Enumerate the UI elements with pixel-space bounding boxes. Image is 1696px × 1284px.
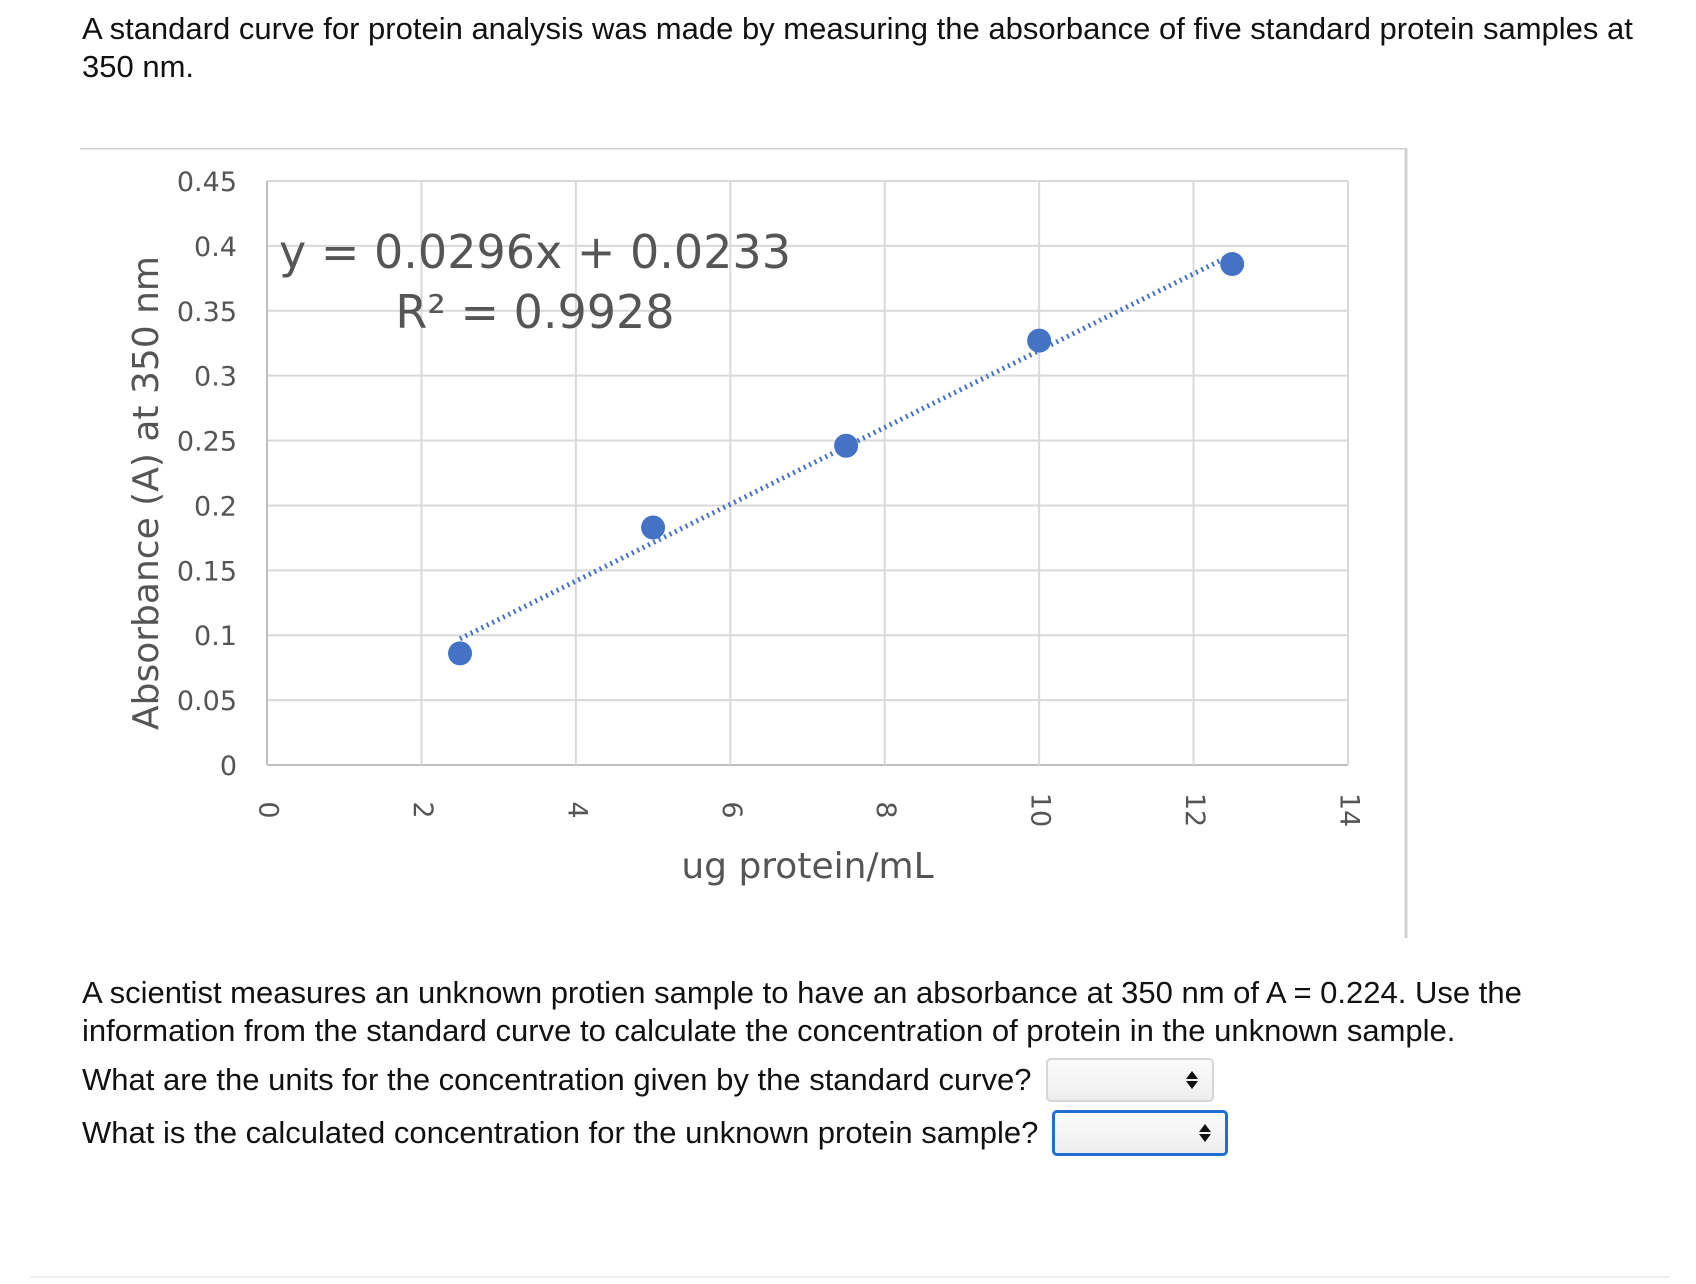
question-row-concentration: What is the calculated concentration for… <box>82 1110 1229 1156</box>
y-tick-label: 0.3 <box>194 362 237 393</box>
x-axis-title: ug protein/mL <box>681 846 933 887</box>
concentration-select[interactable] <box>1052 1110 1229 1156</box>
y-tick-label: 0.45 <box>177 167 237 198</box>
x-tick-label: 4 <box>561 801 592 818</box>
data-point <box>448 641 473 666</box>
y-tick-label: 0.05 <box>177 686 237 717</box>
y-axis-title: Absorbance (A) at 350 nm <box>126 256 167 730</box>
trendline-equation: y = 0.0296x + 0.0233 <box>279 225 791 279</box>
x-tick-label: 2 <box>407 801 438 818</box>
bottom-divider <box>30 1276 1670 1278</box>
intro-text: A standard curve for protein analysis wa… <box>82 11 1633 84</box>
y-tick-label: 0.1 <box>194 621 237 652</box>
x-tick-label: 12 <box>1179 793 1210 827</box>
select-arrows-icon <box>1199 1124 1212 1142</box>
y-tick-label: 0.35 <box>177 297 237 328</box>
data-point <box>834 433 859 458</box>
data-point <box>1027 328 1052 353</box>
question-concentration-label: What is the calculated concentration for… <box>82 1115 1039 1150</box>
chart-svg: 0 0.05 0.1 0.15 0.2 0.25 0.3 0.35 0.4 0.45 0 2 4 6 8 10… <box>80 148 1408 938</box>
x-tick-label: 0 <box>253 801 284 818</box>
y-tick-label: 0.15 <box>177 556 237 587</box>
question-text: A scientist measures an unknown protien … <box>82 975 1522 1048</box>
data-point <box>641 515 666 540</box>
y-tick-label: 0.4 <box>194 232 237 263</box>
y-tick-label: 0.2 <box>194 491 237 522</box>
y-tick-label: 0.25 <box>177 427 237 458</box>
x-tick-label: 8 <box>870 801 901 818</box>
question-row-units: What are the units for the concentration… <box>82 1058 1214 1102</box>
question-units-label: What are the units for the concentration… <box>82 1062 1032 1097</box>
data-point <box>1220 252 1245 277</box>
data-points <box>448 252 1245 666</box>
units-select[interactable] <box>1045 1058 1214 1102</box>
grid-lines <box>266 180 1349 766</box>
y-tick-label: 0 <box>220 751 237 782</box>
chart-frame-lines <box>80 148 1408 938</box>
axis-labels: 0 0.05 0.1 0.15 0.2 0.25 0.3 0.35 0.4 0.45 0 2 4 6 8 10… <box>126 167 1365 887</box>
select-arrows-icon <box>1185 1071 1198 1089</box>
x-tick-label: 10 <box>1025 793 1056 827</box>
standard-curve-chart: 0 0.05 0.1 0.15 0.2 0.25 0.3 0.35 0.4 0.45 0 2 4 6 8 10… <box>80 148 1528 1020</box>
x-tick-label: 14 <box>1334 793 1365 827</box>
x-tick-label: 6 <box>716 801 747 818</box>
trendline-r-squared: R² = 0.9928 <box>395 285 674 339</box>
